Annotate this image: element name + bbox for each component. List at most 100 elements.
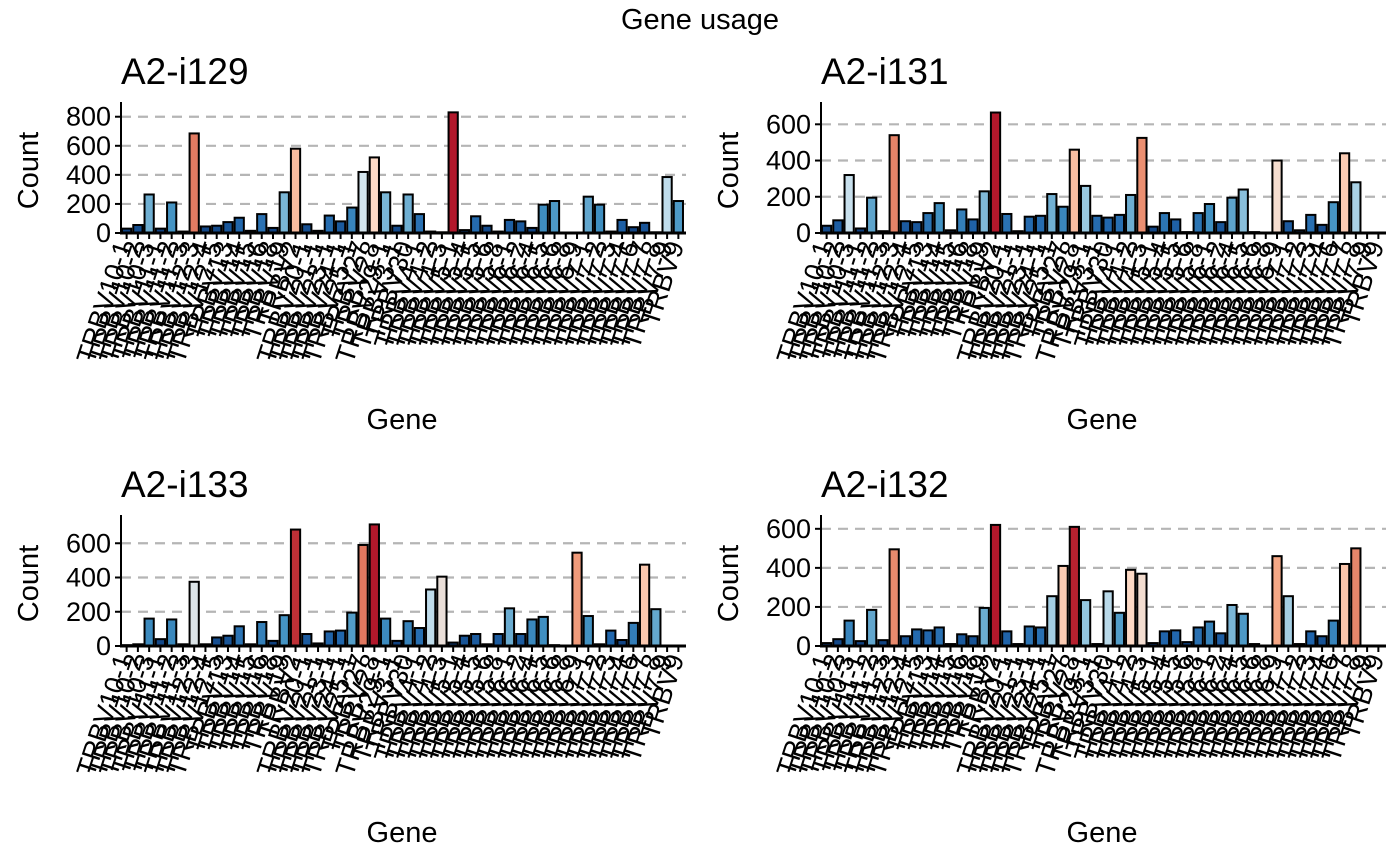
bar-trbv16 xyxy=(256,621,268,648)
bar-trbv28 xyxy=(368,156,380,234)
bar-trbv20-1 xyxy=(1001,630,1013,647)
y-tick-label: 0 xyxy=(796,218,811,248)
bar-trbv29-1 xyxy=(379,617,392,647)
bar-trbv6-2 xyxy=(515,220,527,234)
bar-trbv13 xyxy=(922,212,934,234)
bar-trbv6-5 xyxy=(1237,612,1249,647)
bar-trbv7-8 xyxy=(1350,181,1362,234)
y-tick-label: 0 xyxy=(96,218,111,248)
bar-trbv12-3 xyxy=(888,548,900,647)
bar-trbv24-1 xyxy=(334,629,347,647)
bar-trbv11-2 xyxy=(166,201,178,235)
y-tick-label: 400 xyxy=(66,563,111,593)
bar-trbv6-1 xyxy=(1203,620,1216,647)
bar-trbv7-3 xyxy=(605,629,617,647)
bar-trbv10-2 xyxy=(832,219,844,235)
y-tick-label: 400 xyxy=(766,553,811,583)
bar-trbv6-2 xyxy=(1215,632,1227,647)
y-axis-label: Count xyxy=(13,545,45,622)
panel-title: A2-i129 xyxy=(121,51,249,92)
panel-title: A2-i133 xyxy=(121,464,249,505)
bar-trbv6-9 xyxy=(1271,555,1283,647)
x-axis-label: Gene xyxy=(367,817,438,849)
bar-trbv7-8 xyxy=(1350,547,1362,647)
y-tick-label: 200 xyxy=(66,597,111,627)
bar-trbv28 xyxy=(1068,148,1080,234)
bar-trbv11-2 xyxy=(866,608,878,647)
y-tick-label: 600 xyxy=(766,514,811,544)
bar-trbv23-1 xyxy=(323,630,335,647)
bar-trbv25-1 xyxy=(1046,193,1058,234)
bar-trbv7-7 xyxy=(1338,562,1351,647)
bar-trbv12-4 xyxy=(899,220,912,235)
chart-panel-a2-i129: A2-i129 0 200 400 600 800 TRBV10-1 TRBV10-2 TRBV… xyxy=(0,40,700,453)
bar-trbv4-1 xyxy=(1113,213,1126,235)
bar-trbv6-2 xyxy=(515,633,527,648)
bar-trbv6-2 xyxy=(1215,221,1227,234)
bar-trbv7-7 xyxy=(638,221,651,234)
x-axis-label: Gene xyxy=(1067,817,1138,849)
y-tick-label: 200 xyxy=(66,189,111,219)
bar-trbv30 xyxy=(402,620,414,648)
bar-trbv2 xyxy=(289,528,302,647)
bar-trbv4-2 xyxy=(1125,193,1137,235)
panel-title: A2-i132 xyxy=(821,464,949,505)
bar-trbv6-4 xyxy=(1226,196,1238,235)
bar-trbv7-3 xyxy=(1305,630,1317,647)
bar-trbv5-1 xyxy=(447,111,459,234)
bar-trbv10-3 xyxy=(843,619,855,647)
bar-trbv27 xyxy=(1057,205,1069,235)
bar-trbv14 xyxy=(233,625,245,647)
bar-trbv13 xyxy=(222,634,234,648)
bar-trbv7-7 xyxy=(1338,152,1351,234)
bar-trbv29-1 xyxy=(1079,599,1092,647)
bar-trbv20-1 xyxy=(301,633,313,648)
bar-trbv6-1 xyxy=(1203,203,1216,235)
bar-trbv23-1 xyxy=(323,214,335,234)
y-axis-label: Count xyxy=(713,545,745,622)
y-tick-label: 400 xyxy=(766,146,811,176)
bar-trbv13 xyxy=(922,629,934,647)
bar-trbv23-1 xyxy=(1023,625,1035,647)
bar-trbv4-1 xyxy=(413,213,426,234)
y-axis-label: Count xyxy=(13,132,45,209)
bar-trbv27 xyxy=(357,543,369,647)
bar-trbv6-4 xyxy=(1226,603,1238,647)
bar-trbv6-1 xyxy=(503,218,516,235)
bar-trbv6-5 xyxy=(537,615,549,647)
bar-trbv25-1 xyxy=(346,611,358,647)
bar-trbv27 xyxy=(357,170,369,235)
bar-trbv5-5 xyxy=(1170,218,1182,234)
bar-trbv3-1 xyxy=(1091,214,1103,234)
bar-trbv6-9 xyxy=(571,551,583,647)
y-tick-label: 600 xyxy=(766,109,811,139)
bar-trbv7-8 xyxy=(650,608,662,648)
bar-trbv10-3 xyxy=(143,617,155,647)
bar-trbv7-1 xyxy=(582,195,594,235)
bar-trbv5-5 xyxy=(1170,629,1182,647)
bar-trbv12-5 xyxy=(911,221,923,234)
bar-trbv7-9 xyxy=(661,176,673,234)
bar-chart-a2-i129: A2-i1290200400600800TRBV10-1TRBV10-2TRBV… xyxy=(13,51,690,436)
y-tick-label: 800 xyxy=(66,102,111,132)
bar-trbv30 xyxy=(1102,216,1114,235)
bar-trbv16 xyxy=(956,208,968,235)
y-tick-label: 600 xyxy=(66,528,111,558)
bar-trbv5-5 xyxy=(470,215,482,234)
bar-trbv7-7 xyxy=(638,563,651,647)
bar-trbv7-1 xyxy=(1282,595,1294,647)
bar-trbv9 xyxy=(672,200,684,234)
bar-trbv6-1 xyxy=(503,607,516,647)
bar-trbv30 xyxy=(402,193,414,234)
x-axis-label: Gene xyxy=(367,404,438,436)
bar-trbv12-3 xyxy=(188,580,200,647)
bar-trbv24-1 xyxy=(1034,626,1047,647)
bar-trbv6-5 xyxy=(537,203,549,235)
bar-trbv14 xyxy=(233,216,245,235)
bar-trbv25-1 xyxy=(346,206,358,234)
bar-trbv12-3 xyxy=(188,132,200,234)
bar-trbv7-6 xyxy=(1327,201,1339,234)
bar-trbv19 xyxy=(978,190,990,234)
figure-title: Gene usage xyxy=(620,4,779,36)
bar-trbv12-3 xyxy=(888,134,900,234)
